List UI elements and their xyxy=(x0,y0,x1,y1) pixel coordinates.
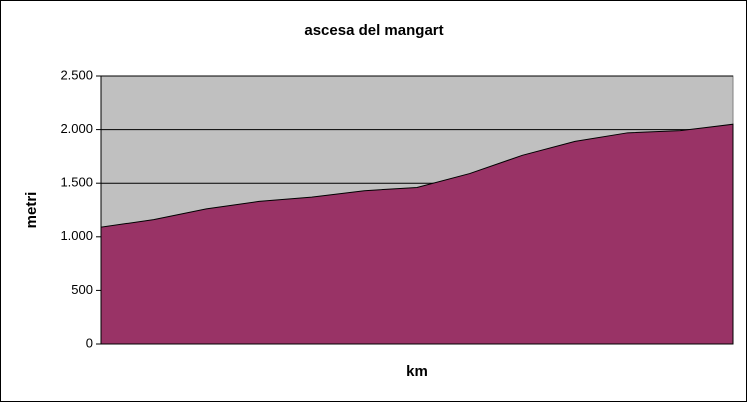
y-tick-label: 500 xyxy=(71,282,93,297)
y-axis-label: metri xyxy=(23,192,40,229)
y-tick-label: 1.000 xyxy=(60,228,93,243)
y-tick-label: 2.500 xyxy=(60,67,93,82)
chart-title: ascesa del mangart xyxy=(304,22,443,39)
y-tick-label: 1.500 xyxy=(60,175,93,190)
y-tick-label: 2.000 xyxy=(60,121,93,136)
x-axis-label: km xyxy=(406,363,428,380)
y-tick-label: 0 xyxy=(86,335,93,350)
area xyxy=(100,123,734,345)
